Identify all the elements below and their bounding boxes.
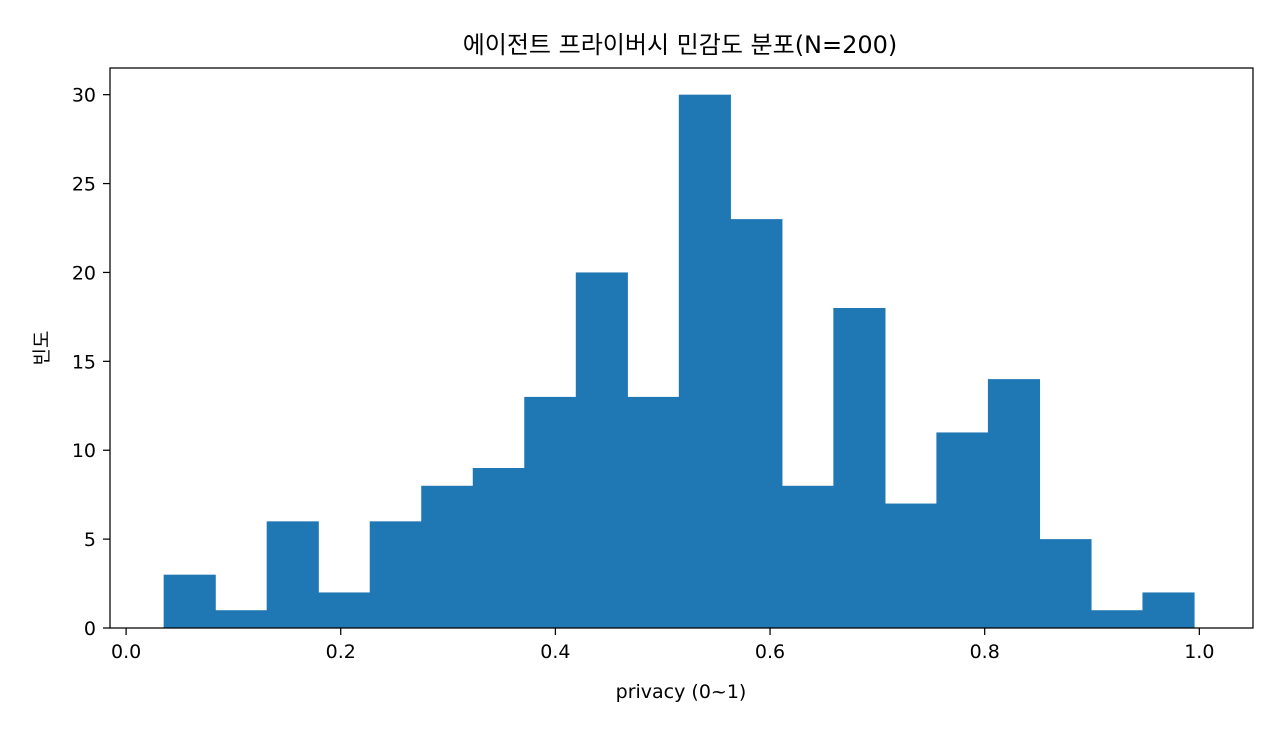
histogram-bar bbox=[163, 574, 216, 628]
x-tick-label: 0.0 bbox=[111, 641, 141, 663]
x-tick-label: 0.8 bbox=[970, 641, 1000, 663]
x-axis-label: privacy (0~1) bbox=[616, 681, 747, 703]
histogram-bar bbox=[730, 219, 783, 628]
histogram-bar bbox=[936, 432, 989, 628]
y-axis-label: 빈도 bbox=[31, 331, 53, 366]
y-tick-label: 20 bbox=[72, 262, 96, 284]
bars-layer bbox=[163, 94, 1195, 628]
y-tick-label: 0 bbox=[84, 618, 96, 640]
histogram-bar bbox=[627, 396, 680, 628]
histogram-bar bbox=[884, 503, 937, 628]
histogram-bar bbox=[575, 272, 628, 628]
histogram-bar bbox=[266, 521, 319, 628]
y-tick-label: 5 bbox=[84, 529, 96, 551]
x-tick-label: 0.6 bbox=[755, 641, 785, 663]
x-tick-label: 1.0 bbox=[1184, 641, 1214, 663]
histogram-bar bbox=[987, 379, 1041, 628]
histogram-bar bbox=[215, 610, 268, 628]
histogram-bar bbox=[369, 521, 422, 628]
x-tick-label: 0.4 bbox=[540, 641, 570, 663]
histogram-bar bbox=[678, 94, 731, 628]
histogram-bar bbox=[472, 468, 525, 628]
y-tick-label: 15 bbox=[72, 351, 96, 373]
x-tick-label: 0.2 bbox=[326, 641, 356, 663]
chart-title: 에이전트 프라이버시 민감도 분포(N=200) bbox=[463, 31, 898, 59]
y-tick-label: 10 bbox=[72, 440, 96, 462]
histogram-bar bbox=[318, 592, 371, 628]
histogram-bar bbox=[1090, 610, 1144, 628]
x-axis-ticks: 0.0 0.2 0.4 0.6 0.8 1.0 bbox=[111, 628, 1214, 663]
y-axis-ticks: 0 5 10 15 20 25 30 bbox=[72, 85, 110, 640]
histogram-bar bbox=[781, 485, 834, 628]
y-tick-label: 30 bbox=[72, 85, 96, 107]
histogram-bar bbox=[421, 485, 474, 628]
histogram-bar bbox=[1142, 592, 1195, 628]
histogram-bar bbox=[833, 308, 886, 628]
histogram-bar bbox=[524, 396, 577, 628]
plot-frame bbox=[109, 67, 1254, 629]
histogram-bar bbox=[1039, 539, 1092, 628]
y-tick-label: 25 bbox=[72, 174, 96, 196]
